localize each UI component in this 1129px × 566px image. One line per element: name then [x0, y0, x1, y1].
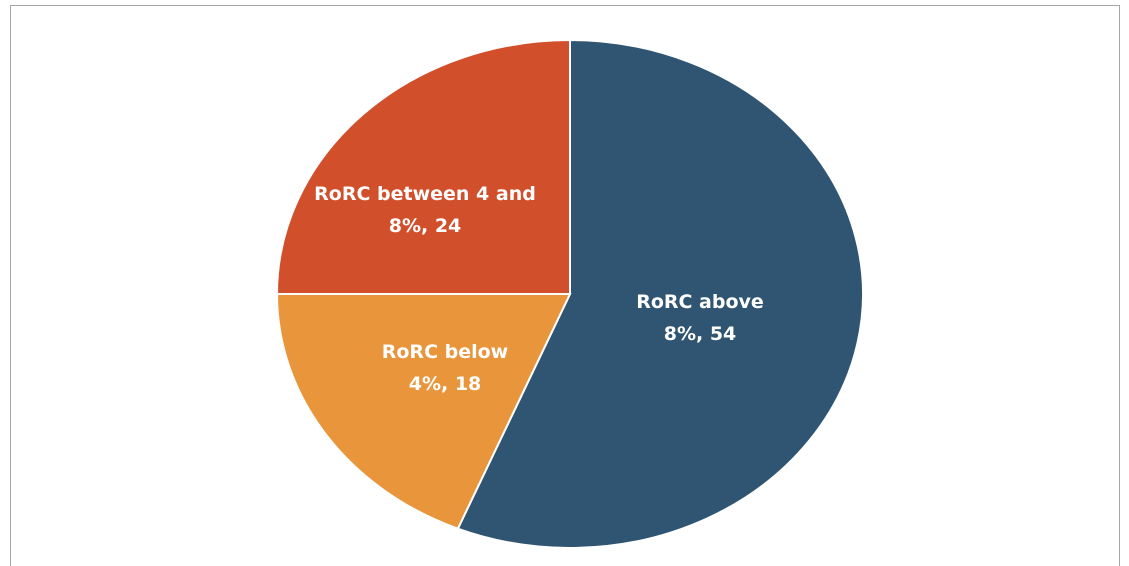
data-label: RoRC below 4%, 18: [381, 341, 509, 395]
pie-slice: [275, 38, 571, 295]
data-label: RoRC between 4 and 8%, 24: [314, 183, 536, 237]
data-label: RoRC above 8%, 54: [636, 291, 764, 345]
pie-slice: [456, 38, 864, 549]
pie-slice: [275, 293, 572, 530]
